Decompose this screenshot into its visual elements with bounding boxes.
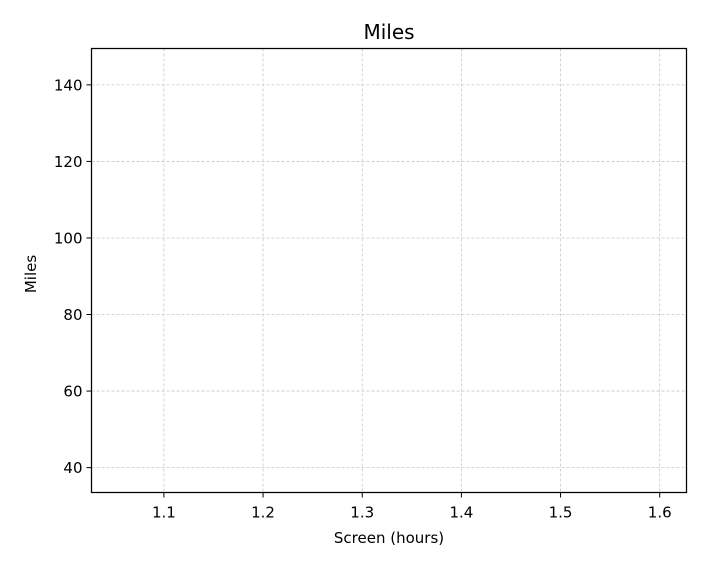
grid-lines [91,48,687,493]
chart-title: Miles [363,20,414,44]
y-axis-label: Miles [22,255,40,294]
y-tick-label: 120 [54,153,83,171]
x-tick-label: 1.3 [350,504,374,522]
x-axis: 1.1 1.2 1.3 1.4 1.5 1.6 [152,492,672,522]
x-tick-label: 1.6 [648,504,672,522]
plot-area-frame [90,47,688,494]
x-tick-label: 1.5 [549,504,573,522]
y-axis: 40 60 80 100 120 140 [54,76,92,477]
y-tick-label: 60 [63,383,82,401]
x-tick-label: 1.4 [449,504,473,522]
y-tick-label: 80 [63,306,82,324]
y-tick-label: 100 [54,229,83,247]
y-tick-label: 40 [63,459,82,477]
x-tick-label: 1.2 [251,504,275,522]
x-tick-label: 1.1 [152,504,176,522]
y-tick-label: 140 [54,76,83,94]
x-axis-label: Screen (hours) [334,529,444,547]
